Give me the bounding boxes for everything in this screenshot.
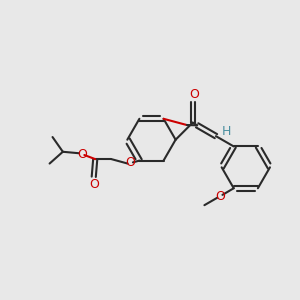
Text: H: H	[222, 125, 231, 138]
Text: O: O	[89, 178, 99, 191]
Text: O: O	[126, 157, 136, 169]
Text: O: O	[215, 190, 225, 203]
Text: O: O	[189, 88, 199, 101]
Text: O: O	[77, 148, 87, 161]
